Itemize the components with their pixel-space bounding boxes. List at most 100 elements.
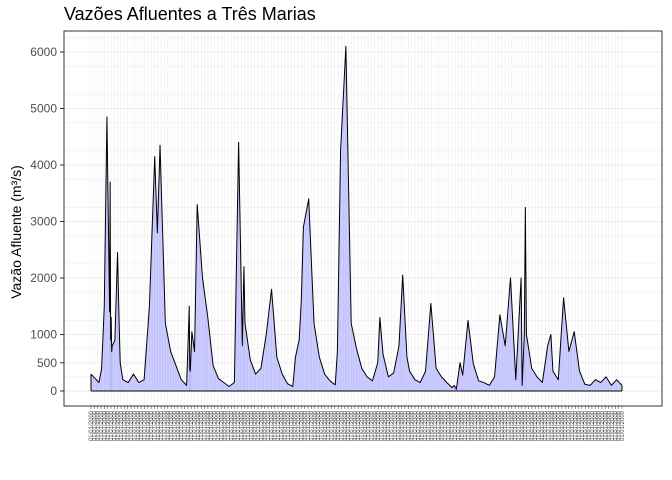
x-tick-label: 01/01/2000 bbox=[102, 410, 108, 441]
x-tick-label: 01/01/2000 bbox=[299, 410, 305, 441]
x-tick-label: 01/01/2000 bbox=[326, 410, 332, 441]
x-tick-label: 01/01/2000 bbox=[152, 410, 158, 441]
x-tick-label: 01/01/2000 bbox=[306, 410, 312, 441]
x-tick-label: 01/01/2000 bbox=[476, 410, 482, 441]
y-tick-label: 1000 bbox=[30, 328, 57, 342]
x-tick-label: 01/01/2000 bbox=[440, 410, 446, 441]
x-tick-label: 01/01/2000 bbox=[540, 410, 546, 441]
x-tick-label: 01/01/2000 bbox=[466, 410, 472, 441]
x-tick-label: 01/01/2000 bbox=[577, 410, 583, 441]
x-tick-label: 01/01/2000 bbox=[573, 410, 579, 441]
x-tick-label: 01/01/2000 bbox=[206, 410, 212, 441]
x-tick-label: 01/01/2000 bbox=[380, 410, 386, 441]
y-tick-label: 5000 bbox=[30, 102, 57, 116]
x-tick-label: 01/01/2000 bbox=[470, 410, 476, 441]
series-line-group bbox=[90, 45, 623, 391]
x-tick-label: 01/01/2000 bbox=[279, 410, 285, 441]
x-tick-label: 01/01/2000 bbox=[400, 410, 406, 441]
x-tick-label: 01/01/2000 bbox=[510, 410, 516, 441]
x-tick-label: 01/01/2000 bbox=[319, 410, 325, 441]
y-tick-label: 2000 bbox=[30, 271, 57, 285]
y-tick-label: 6000 bbox=[30, 45, 57, 59]
x-tick-label: 01/01/2000 bbox=[266, 410, 272, 441]
x-tick-label: 01/01/2000 bbox=[259, 410, 265, 441]
x-tick-label: 01/01/2000 bbox=[413, 410, 419, 441]
x-tick-label: 01/01/2000 bbox=[353, 410, 359, 441]
x-tick-label: 01/01/2000 bbox=[597, 410, 603, 441]
y-tick-labels: 0 500 1000 2000 3000 4000 5000 6000 bbox=[30, 45, 64, 398]
x-tick-labels: 01/01/200001/01/200001/01/200001/01/2000… bbox=[89, 406, 626, 441]
x-tick-label: 01/01/2000 bbox=[149, 410, 155, 441]
x-tick-label: 01/01/2000 bbox=[92, 410, 98, 441]
x-tick-label: 01/01/2000 bbox=[162, 410, 168, 441]
x-tick-label: 01/01/2000 bbox=[339, 410, 345, 441]
x-tick-label: 01/01/2000 bbox=[223, 410, 229, 441]
x-tick-label: 01/01/2000 bbox=[570, 410, 576, 441]
x-tick-label: 01/01/2000 bbox=[213, 410, 219, 441]
x-tick-label: 01/01/2000 bbox=[209, 410, 215, 441]
x-tick-label: 01/01/2000 bbox=[550, 410, 556, 441]
x-tick-label: 01/01/2000 bbox=[363, 410, 369, 441]
x-tick-label: 01/01/2000 bbox=[249, 410, 255, 441]
x-tick-label: 01/01/2000 bbox=[433, 410, 439, 441]
x-tick-label: 01/01/2000 bbox=[383, 410, 389, 441]
x-tick-label: 01/01/2000 bbox=[183, 410, 189, 441]
x-tick-label: 01/01/2000 bbox=[506, 410, 512, 441]
x-tick-label: 01/01/2000 bbox=[443, 410, 449, 441]
x-tick-label: 01/01/2000 bbox=[513, 410, 519, 441]
x-tick-label: 01/01/2000 bbox=[473, 410, 479, 441]
x-tick-label: 01/01/2000 bbox=[370, 410, 376, 441]
x-tick-label: 01/01/2000 bbox=[393, 410, 399, 441]
x-tick-label: 01/01/2000 bbox=[246, 410, 252, 441]
x-tick-label: 01/01/2000 bbox=[530, 410, 536, 441]
x-tick-label: 01/01/2000 bbox=[159, 410, 165, 441]
x-tick-label: 01/01/2000 bbox=[106, 410, 112, 441]
x-tick-label: 01/01/2000 bbox=[323, 410, 329, 441]
x-tick-label: 01/01/2000 bbox=[112, 410, 118, 441]
x-tick-label: 01/01/2000 bbox=[199, 410, 205, 441]
x-tick-label: 01/01/2000 bbox=[446, 410, 452, 441]
x-tick-label: 01/01/2000 bbox=[396, 410, 402, 441]
x-tick-label: 01/01/2000 bbox=[356, 410, 362, 441]
x-tick-label: 01/01/2000 bbox=[590, 410, 596, 441]
x-tick-label: 01/01/2000 bbox=[360, 410, 366, 441]
x-tick-label: 01/01/2000 bbox=[116, 410, 122, 441]
x-tick-label: 01/01/2000 bbox=[176, 410, 182, 441]
x-tick-label: 01/01/2000 bbox=[483, 410, 489, 441]
x-tick-label: 01/01/2000 bbox=[172, 410, 178, 441]
x-tick-label: 01/01/2000 bbox=[373, 410, 379, 441]
x-tick-label: 01/01/2000 bbox=[179, 410, 185, 441]
x-tick-label: 01/01/2000 bbox=[520, 410, 526, 441]
x-tick-label: 01/01/2000 bbox=[533, 410, 539, 441]
x-tick-label: 01/01/2000 bbox=[239, 410, 245, 441]
x-tick-label: 01/01/2000 bbox=[96, 410, 102, 441]
x-tick-label: 01/01/2000 bbox=[99, 410, 105, 441]
x-tick-label: 01/01/2000 bbox=[426, 410, 432, 441]
x-tick-label: 01/01/2000 bbox=[146, 410, 152, 441]
x-tick-label: 01/01/2000 bbox=[203, 410, 209, 441]
x-tick-label: 01/01/2000 bbox=[430, 410, 436, 441]
x-tick-label: 01/01/2000 bbox=[289, 410, 295, 441]
x-tick-label: 01/01/2000 bbox=[186, 410, 192, 441]
x-tick-label: 01/01/2000 bbox=[376, 410, 382, 441]
x-tick-label: 01/01/2000 bbox=[236, 410, 242, 441]
y-tick-label: 500 bbox=[37, 356, 57, 370]
x-tick-label: 01/01/2000 bbox=[486, 410, 492, 441]
x-tick-label: 01/01/2000 bbox=[553, 410, 559, 441]
x-tick-label: 01/01/2000 bbox=[613, 410, 619, 441]
x-tick-label: 01/01/2000 bbox=[276, 410, 282, 441]
x-tick-label: 01/01/2000 bbox=[547, 410, 553, 441]
x-tick-label: 01/01/2000 bbox=[583, 410, 589, 441]
y-axis-title: Vazão Afluente (m³/s) bbox=[8, 165, 24, 299]
x-tick-label: 01/01/2000 bbox=[537, 410, 543, 441]
x-tick-label: 01/01/2000 bbox=[126, 410, 132, 441]
x-tick-label: 01/01/2000 bbox=[610, 410, 616, 441]
x-tick-label: 01/01/2000 bbox=[600, 410, 606, 441]
x-tick-label: 01/01/2000 bbox=[500, 410, 506, 441]
x-tick-label: 01/01/2000 bbox=[313, 410, 319, 441]
x-tick-label: 01/01/2000 bbox=[617, 410, 623, 441]
x-tick-label: 01/01/2000 bbox=[273, 410, 279, 441]
x-tick-label: 01/01/2000 bbox=[89, 410, 95, 441]
x-tick-label: 01/01/2000 bbox=[166, 410, 172, 441]
